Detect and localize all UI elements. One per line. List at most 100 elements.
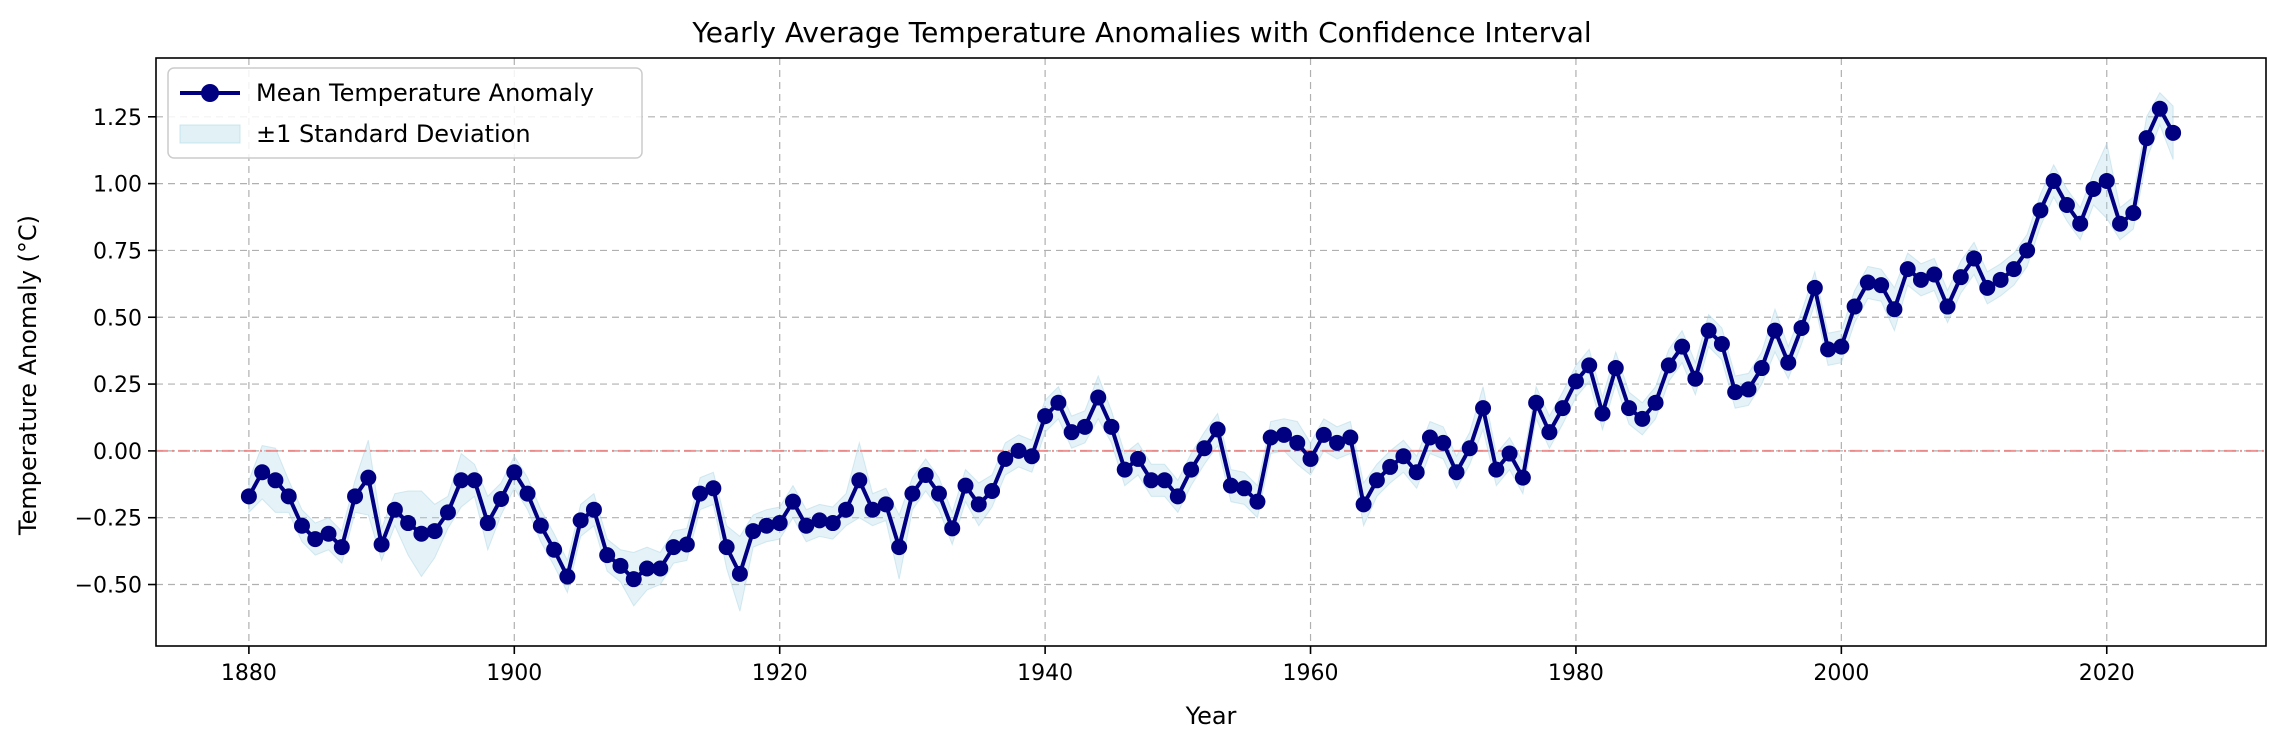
data-point bbox=[1037, 408, 1054, 425]
data-point bbox=[1873, 277, 1890, 294]
data-point bbox=[678, 536, 695, 553]
data-point bbox=[1740, 381, 1757, 398]
data-point bbox=[1249, 493, 1266, 510]
data-point bbox=[493, 491, 510, 507]
data-point bbox=[1289, 434, 1306, 451]
data-point bbox=[1050, 394, 1067, 411]
data-point bbox=[320, 525, 337, 542]
y-tick-label: 0.25 bbox=[93, 373, 142, 398]
x-tick-label: 1940 bbox=[1017, 661, 1073, 686]
data-point bbox=[758, 517, 775, 534]
data-point bbox=[1528, 394, 1545, 411]
data-point bbox=[599, 547, 616, 564]
y-tick-label: 1.00 bbox=[93, 173, 142, 198]
data-point bbox=[360, 469, 377, 486]
data-point bbox=[1992, 271, 2009, 288]
data-point bbox=[1647, 394, 1664, 411]
legend: Mean Temperature Anomaly ±1 Standard Dev… bbox=[167, 67, 643, 159]
data-point bbox=[1368, 472, 1385, 489]
data-point bbox=[1912, 271, 1929, 288]
data-point bbox=[1793, 319, 1810, 336]
data-point bbox=[652, 560, 669, 577]
std-band-layer bbox=[248, 91, 2174, 612]
data-point bbox=[1594, 405, 1611, 422]
data-point bbox=[1846, 298, 1863, 315]
data-point bbox=[2072, 215, 2089, 232]
data-point bbox=[519, 485, 536, 502]
data-point bbox=[585, 501, 602, 518]
data-point bbox=[413, 525, 430, 542]
data-point bbox=[877, 496, 894, 513]
data-point bbox=[1183, 461, 1200, 478]
data-point bbox=[1939, 298, 1956, 315]
data-point bbox=[891, 539, 908, 556]
data-point bbox=[1421, 429, 1438, 446]
data-point bbox=[1196, 440, 1213, 457]
data-point bbox=[1063, 424, 1080, 441]
data-point bbox=[2005, 261, 2022, 278]
data-point bbox=[2019, 242, 2036, 259]
data-point bbox=[731, 565, 748, 582]
data-point bbox=[1262, 429, 1279, 446]
x-tick-label: 1960 bbox=[1283, 661, 1339, 686]
data-point bbox=[2151, 100, 2168, 117]
data-point bbox=[864, 501, 881, 518]
data-point bbox=[1010, 442, 1027, 459]
data-point bbox=[1209, 421, 1226, 438]
data-point bbox=[771, 515, 788, 532]
tick-layer: 1880 1900 1920 1940 1960 1980 2000 2020 −0.50 −0.… bbox=[75, 106, 2135, 686]
data-point bbox=[1554, 400, 1571, 417]
data-point bbox=[1275, 426, 1292, 443]
data-point bbox=[1567, 373, 1584, 390]
data-point bbox=[1302, 450, 1319, 467]
data-point bbox=[1143, 472, 1160, 489]
data-point bbox=[1395, 448, 1412, 465]
data-point bbox=[692, 485, 709, 502]
x-tick-label: 1980 bbox=[1548, 661, 1604, 686]
data-point bbox=[1222, 477, 1239, 494]
y-axis-label: Temperature Anomaly (°C) bbox=[14, 215, 42, 536]
y-tick-label: 0.75 bbox=[93, 239, 142, 264]
data-point bbox=[254, 464, 271, 481]
data-point bbox=[1448, 464, 1465, 481]
data-point bbox=[1023, 448, 1040, 465]
data-point bbox=[1514, 469, 1531, 486]
legend-label-mean: Mean Temperature Anomaly bbox=[256, 79, 594, 107]
data-point bbox=[347, 488, 364, 505]
data-point bbox=[904, 485, 921, 502]
data-point bbox=[293, 517, 310, 534]
data-point bbox=[1475, 400, 1492, 417]
data-point bbox=[559, 568, 576, 585]
data-point bbox=[506, 464, 523, 481]
data-point bbox=[373, 536, 390, 553]
x-axis-label: Year bbox=[1185, 702, 1237, 730]
data-point bbox=[426, 523, 443, 540]
data-point bbox=[1979, 279, 1996, 296]
plot-frame bbox=[155, 57, 2267, 647]
data-point bbox=[625, 571, 642, 588]
data-point bbox=[240, 488, 257, 505]
data-point bbox=[1382, 458, 1399, 475]
data-point bbox=[2032, 202, 2049, 219]
data-point bbox=[1607, 360, 1624, 377]
data-point bbox=[439, 504, 456, 521]
data-point bbox=[944, 520, 961, 537]
x-tick-label: 2020 bbox=[2079, 661, 2135, 686]
data-point bbox=[1355, 496, 1372, 513]
data-point bbox=[1727, 384, 1744, 401]
data-point bbox=[997, 450, 1014, 467]
data-point bbox=[2138, 130, 2155, 147]
data-point bbox=[970, 496, 987, 513]
data-point bbox=[1926, 266, 1943, 283]
data-point bbox=[1780, 354, 1797, 371]
data-point bbox=[665, 539, 682, 556]
x-tick-label: 2000 bbox=[1813, 661, 1869, 686]
data-point bbox=[1329, 434, 1346, 451]
data-point bbox=[1700, 322, 1717, 339]
data-point bbox=[1621, 400, 1638, 417]
data-point bbox=[838, 501, 855, 518]
data-point bbox=[546, 541, 563, 558]
data-point bbox=[798, 517, 815, 534]
